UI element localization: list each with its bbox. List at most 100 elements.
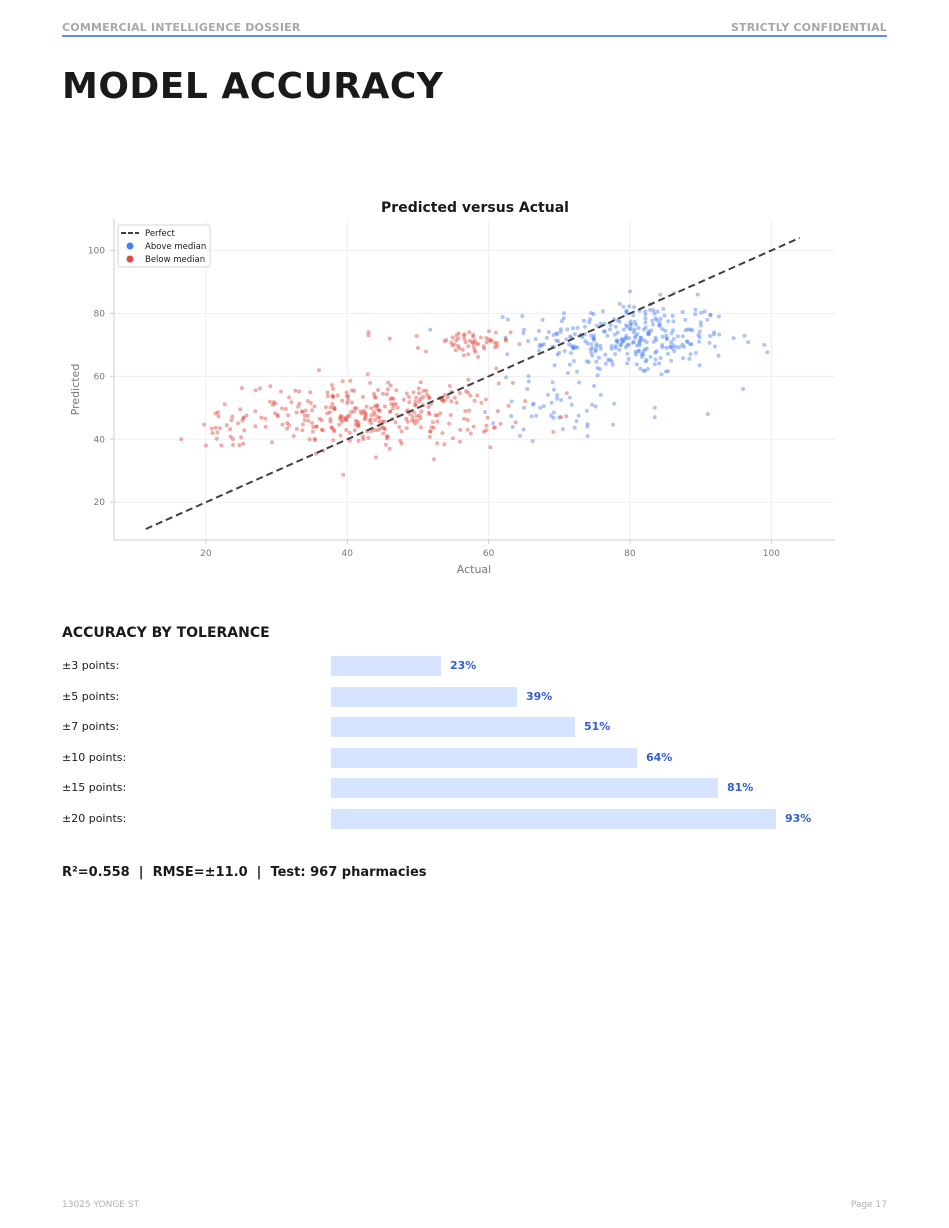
data-point-above-median — [623, 336, 628, 341]
data-point-above-median — [588, 317, 592, 322]
data-point-below-median — [271, 400, 276, 405]
data-point-above-median — [628, 322, 633, 327]
data-point-below-median — [366, 330, 371, 335]
data-point-above-median — [657, 323, 662, 328]
data-point-below-median — [312, 436, 317, 441]
data-point-above-median — [693, 307, 698, 312]
data-point-above-median — [564, 337, 569, 342]
data-point-below-median — [244, 413, 249, 418]
data-point-above-median — [624, 333, 629, 338]
data-point-below-median — [313, 438, 318, 443]
data-point-above-median — [669, 340, 674, 345]
data-point-below-median — [385, 434, 390, 439]
data-point-above-median — [572, 425, 577, 430]
y-tick-label: 20 — [94, 498, 106, 508]
data-point-below-median — [476, 342, 481, 347]
data-point-above-median — [593, 349, 598, 354]
data-point-above-median — [595, 366, 600, 370]
data-point-above-median — [624, 309, 629, 314]
y-tick-label: 40 — [94, 435, 106, 445]
data-point-below-median — [421, 388, 426, 393]
data-point-below-median — [460, 347, 465, 352]
data-point-below-median — [369, 406, 374, 411]
data-point-above-median — [653, 350, 658, 355]
data-point-below-median — [302, 413, 307, 418]
data-point-above-median — [594, 342, 599, 347]
data-point-below-median — [352, 428, 357, 433]
data-point-below-median — [302, 418, 307, 423]
data-point-above-median — [664, 369, 668, 374]
data-point-above-median — [708, 334, 713, 338]
data-point-above-median — [590, 346, 595, 350]
data-point-below-median — [481, 344, 486, 349]
tolerance-bar-value: 23% — [450, 659, 477, 672]
data-point-above-median — [531, 402, 535, 407]
data-point-below-median — [390, 396, 394, 401]
data-point-below-median — [457, 391, 462, 395]
data-point-below-median — [493, 425, 497, 430]
data-point-below-median — [376, 428, 380, 433]
data-point-above-median — [660, 334, 665, 339]
data-point-above-median — [675, 334, 680, 339]
data-point-below-median — [331, 395, 336, 399]
tolerance-row-label: ±10 points: — [62, 751, 127, 764]
data-point-below-median — [466, 377, 471, 382]
data-point-below-median — [447, 384, 452, 388]
data-point-above-median — [631, 340, 635, 345]
data-point-below-median — [471, 332, 476, 337]
data-point-below-median — [369, 413, 374, 417]
data-point-below-median — [352, 388, 357, 393]
data-point-above-median — [668, 344, 673, 349]
data-point-below-median — [444, 338, 449, 342]
data-point-above-median — [610, 362, 615, 367]
data-point-below-median — [476, 354, 480, 359]
data-point-below-median — [564, 414, 569, 419]
data-point-above-median — [537, 344, 542, 349]
data-point-below-median — [340, 419, 345, 424]
data-point-below-median — [386, 380, 391, 385]
data-point-below-median — [385, 387, 390, 392]
data-point-below-median — [466, 390, 471, 395]
data-point-below-median — [440, 431, 445, 436]
legend-swatch-above-median — [126, 242, 134, 250]
data-point-below-median — [339, 414, 344, 419]
data-point-below-median — [372, 410, 376, 414]
data-point-above-median — [688, 342, 693, 347]
data-point-above-median — [664, 336, 669, 341]
data-point-below-median — [473, 350, 478, 354]
data-point-below-median — [374, 455, 378, 460]
data-point-above-median — [522, 405, 527, 410]
data-point-above-median — [698, 320, 703, 325]
data-point-above-median — [636, 348, 641, 353]
data-point-below-median — [337, 416, 342, 420]
data-point-above-median — [671, 319, 676, 324]
data-point-above-median — [631, 330, 636, 334]
data-point-above-median — [683, 317, 688, 322]
data-point-above-median — [541, 342, 546, 347]
data-point-below-median — [471, 341, 475, 346]
data-point-below-median — [300, 409, 305, 414]
data-point-above-median — [605, 333, 610, 338]
data-point-above-median — [641, 338, 646, 343]
data-point-above-median — [653, 357, 658, 362]
data-point-below-median — [280, 422, 285, 427]
data-point-above-median — [589, 350, 594, 355]
data-point-above-median — [551, 415, 556, 420]
data-point-above-median — [674, 345, 679, 349]
data-point-above-median — [641, 352, 646, 357]
data-point-above-median — [592, 384, 597, 388]
data-point-below-median — [352, 409, 357, 414]
data-point-below-median — [217, 426, 222, 431]
data-point-below-median — [253, 409, 258, 414]
data-point-above-median — [518, 433, 522, 438]
data-point-below-median — [468, 431, 473, 436]
data-point-above-median — [646, 332, 650, 336]
data-point-below-median — [354, 406, 359, 411]
data-point-above-median — [628, 319, 633, 324]
data-point-above-median — [617, 301, 622, 306]
data-point-above-median — [658, 356, 663, 361]
data-point-below-median — [363, 415, 368, 420]
data-point-below-median — [325, 411, 330, 416]
data-point-below-median — [213, 411, 218, 416]
data-point-below-median — [431, 425, 436, 430]
